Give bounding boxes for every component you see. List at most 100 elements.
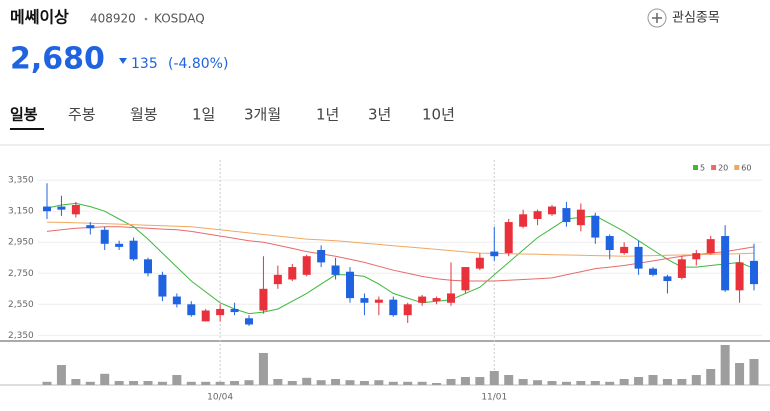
candle-body — [129, 240, 138, 260]
volume-bar — [634, 377, 644, 385]
volume-bar — [403, 381, 413, 385]
candle-body — [519, 214, 528, 227]
market: KOSDAQ — [154, 12, 205, 26]
volume-bar — [446, 379, 456, 385]
candle-body — [548, 206, 556, 215]
watch-label: 관심종목 — [672, 11, 720, 26]
y-tick-label: 3,350 — [8, 176, 34, 186]
volume-bar — [71, 379, 81, 385]
volume-bar — [114, 381, 124, 385]
volume-bar — [172, 375, 182, 385]
volume-bar — [331, 379, 341, 385]
tab[interactable]: 3개월 — [244, 106, 281, 124]
volume-bar — [302, 377, 312, 385]
volume-bar — [359, 381, 369, 385]
volume-bar — [720, 345, 730, 385]
volume-bar — [215, 381, 225, 385]
candle-body — [605, 236, 614, 250]
volume-bar — [56, 365, 66, 385]
volume-bar — [504, 375, 514, 385]
plus-circle — [647, 8, 667, 28]
volume-bar — [100, 373, 110, 385]
volume-bar — [287, 381, 297, 385]
volume-bar — [691, 375, 701, 385]
candle-body — [447, 293, 455, 303]
candle-body — [418, 296, 427, 303]
candle-body — [273, 274, 282, 285]
tab[interactable]: 월봉 — [130, 106, 158, 124]
tab-underline — [10, 128, 44, 130]
legend-swatch — [734, 165, 740, 170]
candle-body — [201, 310, 210, 322]
tab[interactable]: 일봉 — [10, 106, 38, 124]
change-pct: (-4.80%) — [168, 56, 228, 72]
candle-body — [677, 259, 686, 278]
price: 2,680 — [10, 42, 105, 77]
volume-bar — [157, 381, 167, 385]
ma-line — [46, 221, 755, 257]
candle-body — [649, 268, 657, 275]
y-tick-label: 2,950 — [8, 238, 34, 248]
tab[interactable]: 주봉 — [68, 106, 96, 124]
y-tick-label: 3,150 — [8, 207, 34, 217]
x-tick-label: 10/04 — [207, 393, 233, 403]
ma-line — [46, 202, 755, 315]
x-tick-label: 11/01 — [481, 393, 507, 403]
candle-body — [245, 318, 253, 325]
volume-bar — [533, 380, 543, 385]
y-tick-label: 2,550 — [8, 300, 34, 310]
candle-body — [576, 209, 585, 226]
candle-body — [706, 239, 715, 254]
volume-bar — [561, 381, 571, 385]
candle-body — [374, 299, 383, 303]
candle-body — [144, 259, 152, 274]
volume-bar — [590, 381, 600, 385]
y-tick-label: 2,350 — [8, 331, 34, 341]
y-tick-label: 2,750 — [8, 269, 34, 279]
candle-body — [43, 206, 51, 212]
candle-body — [389, 299, 398, 316]
volume-bar — [374, 380, 384, 385]
candle-body — [663, 276, 672, 282]
volume-bar — [316, 380, 326, 385]
legend-label: 5 — [700, 164, 705, 173]
volume-bar — [706, 369, 716, 385]
volume-bar — [258, 353, 268, 385]
tab[interactable]: 1일 — [192, 106, 215, 124]
candle-body — [100, 229, 109, 244]
down-arrow — [119, 58, 127, 64]
candle-body — [533, 211, 542, 219]
candle-body — [360, 298, 369, 303]
volume-bar — [648, 375, 658, 385]
candle-body — [259, 288, 268, 311]
volume-bar — [345, 380, 355, 385]
candle-body — [346, 271, 354, 299]
volume-bar — [417, 381, 427, 385]
tab[interactable]: 10년 — [422, 106, 455, 124]
volume-bar — [432, 383, 442, 385]
candle-body — [57, 206, 66, 210]
tab[interactable]: 1년 — [316, 106, 339, 124]
tab[interactable]: 3년 — [368, 106, 391, 124]
candle-body — [331, 265, 340, 275]
volume-bar — [735, 363, 745, 385]
volume-bar — [460, 377, 470, 385]
watch-button[interactable]: 관심종목 — [647, 8, 720, 28]
stock-code: 408920 — [90, 12, 136, 26]
candle-body — [172, 296, 181, 305]
volume-bar — [677, 379, 687, 385]
candle-body — [288, 267, 297, 280]
volume-bar — [85, 381, 95, 385]
candle-body — [158, 274, 167, 297]
volume-bar — [489, 371, 499, 385]
volume-bar — [475, 377, 485, 385]
candle-body — [692, 253, 701, 260]
volume-bar — [605, 381, 615, 385]
volume-bar — [143, 381, 153, 385]
plus-icon — [652, 13, 662, 23]
candle-body — [86, 225, 95, 229]
volume-bar — [619, 379, 629, 385]
candle-body — [634, 246, 643, 269]
candle-body — [216, 308, 225, 316]
